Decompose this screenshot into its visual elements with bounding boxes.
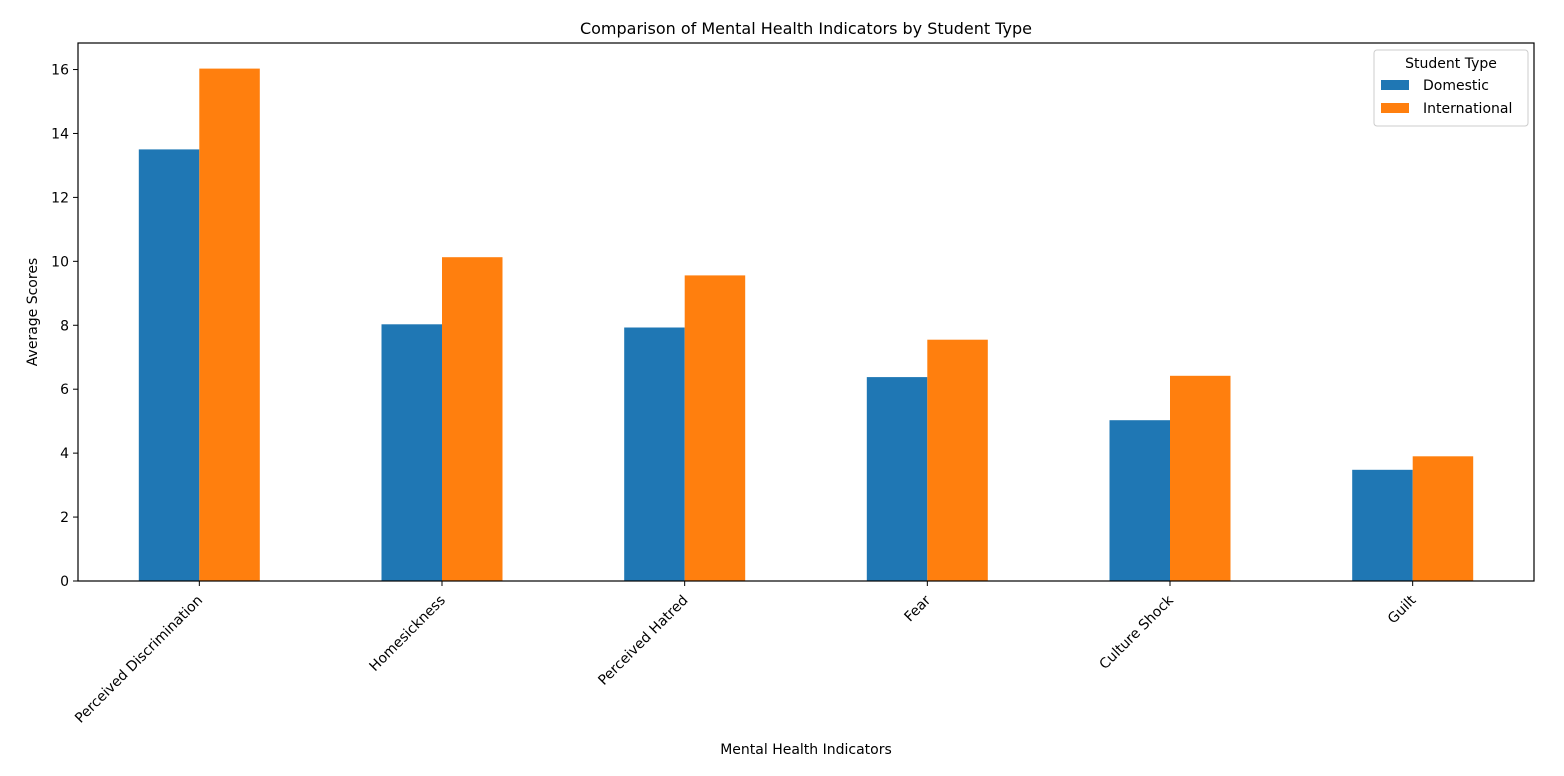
bar-domestic-5 <box>1109 420 1170 581</box>
legend-label-international: International <box>1423 101 1512 117</box>
chart-title: Comparison of Mental Health Indicators b… <box>580 19 1032 38</box>
bar-international-6 <box>1412 456 1474 581</box>
legend: Student Type Domestic International <box>1373 49 1529 127</box>
bar-international-2 <box>442 257 503 581</box>
legend-box <box>1373 49 1529 127</box>
legend-swatch-international <box>1381 103 1409 113</box>
bar-international-1 <box>199 68 260 582</box>
legend-swatch-domestic <box>1381 80 1409 90</box>
legend-title: Student Type <box>1405 56 1497 72</box>
bar-international-5 <box>1170 375 1231 581</box>
bar-international-4 <box>927 339 988 581</box>
y-axis-label: Average Scores <box>25 258 41 366</box>
bar-domestic-3 <box>624 327 685 581</box>
y-tick-label: 14 <box>51 126 69 142</box>
y-tick-label: 16 <box>51 63 69 79</box>
bar-domestic-1 <box>138 149 200 581</box>
x-axis-label: Mental Health Indicators <box>720 742 892 758</box>
y-tick-label: 6 <box>60 382 69 398</box>
y-tick-label: 10 <box>51 254 69 270</box>
y-tick-label: 12 <box>51 190 69 206</box>
bars-group <box>138 68 1474 582</box>
legend-label-domestic: Domestic <box>1423 78 1489 94</box>
y-tick-label: 0 <box>60 574 69 590</box>
bar-domestic-2 <box>381 324 442 581</box>
y-tick-label: 8 <box>60 318 69 334</box>
plot-frame <box>77 42 1535 582</box>
bar-domestic-4 <box>866 377 928 581</box>
bar-international-3 <box>684 275 746 581</box>
y-tick-label: 4 <box>60 446 69 462</box>
y-tick-label: 2 <box>60 510 69 526</box>
bar-domestic-6 <box>1352 469 1413 581</box>
y-axis: 0 2 4 6 8 10 12 14 16 <box>51 63 78 590</box>
